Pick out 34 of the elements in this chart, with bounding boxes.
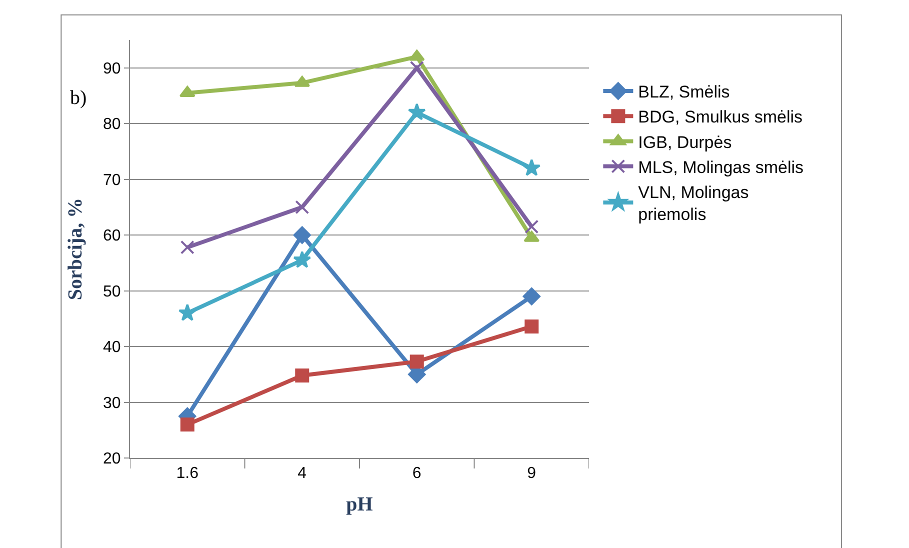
point <box>410 60 424 75</box>
point <box>524 220 539 234</box>
x-tick-label: 4 <box>298 465 307 482</box>
point <box>293 250 312 268</box>
point <box>180 240 194 254</box>
point <box>524 319 539 334</box>
point <box>522 158 541 176</box>
x-tick-label: 6 <box>412 465 422 482</box>
point <box>180 418 194 432</box>
y-tick-label: 30 <box>103 394 121 412</box>
x-tick-label: 1.6 <box>176 465 199 482</box>
text: b) <box>70 87 87 109</box>
y-tick-label: 80 <box>103 116 121 134</box>
y-axis-title: Sorbcija, % <box>64 198 87 300</box>
legend-label: BDG, Smulkus smėlis <box>638 108 803 127</box>
point <box>293 226 311 244</box>
y-tick-label: 40 <box>103 339 121 356</box>
legend-label: MLS, Molingas smėlis <box>638 158 804 177</box>
point <box>410 354 424 369</box>
legend-label: BLZ, Smėlis <box>638 82 730 102</box>
x-axis-title: pH <box>346 494 374 516</box>
x-tick-label: 9 <box>527 465 536 482</box>
y-tick-label: 70 <box>103 172 121 189</box>
y-tick-label: 20 <box>103 450 121 468</box>
legend-label: VLN, Molingas priemolis <box>638 183 749 224</box>
point <box>408 103 426 120</box>
y-tick-label: 60 <box>103 228 121 245</box>
point <box>178 304 196 321</box>
point <box>295 368 310 383</box>
y-tick-label: 50 <box>103 283 121 300</box>
point <box>295 200 310 214</box>
point <box>522 288 540 306</box>
legend-label: IGB, Durpės <box>638 132 732 152</box>
y-tick-label: 90 <box>103 60 121 78</box>
